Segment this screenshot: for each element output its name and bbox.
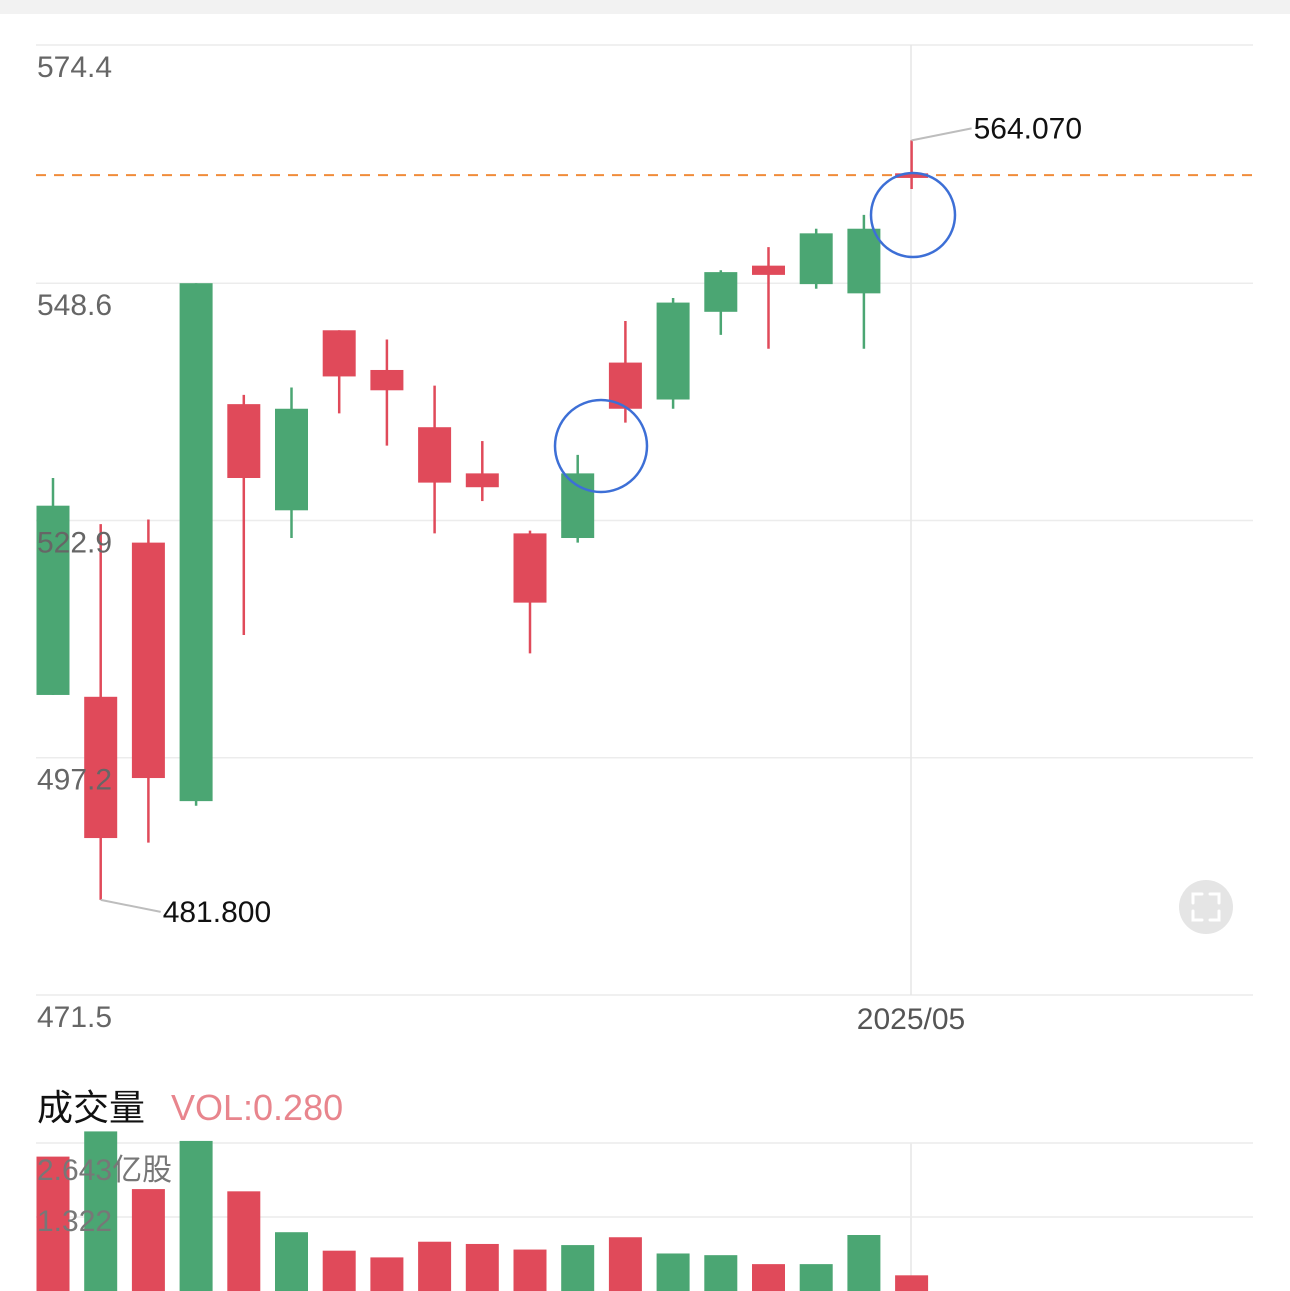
candle <box>418 385 452 534</box>
y-tick-label: 522.9 <box>37 526 112 559</box>
candle-body <box>370 369 404 391</box>
candle <box>656 297 690 409</box>
candle <box>847 214 881 349</box>
candle <box>513 530 547 654</box>
candle-body <box>179 283 213 802</box>
y-tick-label: 471.5 <box>37 1001 112 1034</box>
fullscreen-button[interactable] <box>1179 880 1233 934</box>
volume-title: 成交量 <box>37 1087 145 1128</box>
volume-bar <box>370 1257 404 1291</box>
candle-body <box>36 505 70 695</box>
y-tick-label: 497.2 <box>37 764 112 797</box>
volume-bar <box>465 1243 499 1291</box>
volume-bar <box>656 1253 690 1291</box>
fullscreen-icon <box>1191 892 1221 922</box>
candle-body <box>704 272 738 312</box>
min-label-leader <box>100 898 161 913</box>
candle-body <box>847 228 881 294</box>
x-axis-date-label: 2025/05 <box>857 1003 965 1036</box>
candle <box>704 270 738 335</box>
volume-y-tick-top: 2.643亿股 <box>37 1154 172 1187</box>
candle <box>275 387 308 539</box>
candle <box>131 519 165 843</box>
candle <box>465 441 499 502</box>
candle-body <box>131 542 165 779</box>
volume-bar <box>561 1245 595 1291</box>
candle <box>752 247 785 349</box>
volume-bar <box>131 1189 165 1291</box>
candle-body <box>752 265 785 275</box>
volume-bar <box>84 1131 118 1291</box>
volume-bar <box>704 1255 738 1291</box>
highlight-circle-2 <box>869 171 957 259</box>
candle-body <box>895 173 929 178</box>
candle-body <box>84 696 118 839</box>
candle-body <box>227 404 261 478</box>
candle <box>799 228 833 289</box>
volume-bar <box>275 1232 308 1291</box>
volume-bar <box>36 1156 70 1291</box>
y-tick-label: 548.6 <box>37 289 112 322</box>
candle <box>561 454 595 543</box>
volume-bar <box>322 1250 356 1291</box>
volume-bar <box>752 1264 785 1291</box>
candle-body <box>322 330 356 377</box>
candle-body <box>275 408 308 511</box>
candle-body <box>465 473 499 488</box>
volume-indicator: VOL:0.280 <box>171 1087 343 1128</box>
volume-bar <box>847 1235 881 1291</box>
candles <box>36 140 929 900</box>
y-tick-label: 574.4 <box>37 51 112 84</box>
candle <box>227 394 261 635</box>
highlight-circle-1 <box>553 398 649 494</box>
volume-grid-lines <box>36 1142 1253 1218</box>
volume-bar <box>799 1264 833 1291</box>
grid-lines <box>36 44 1253 996</box>
volume-bar <box>179 1140 213 1291</box>
candle <box>179 283 213 806</box>
max-price-label: 564.070 <box>974 112 1082 145</box>
candle-body <box>561 473 595 539</box>
volume-y-tick-mid: 1.322 <box>37 1205 112 1238</box>
candle <box>84 524 118 900</box>
candle-body <box>418 427 452 483</box>
candle-body <box>656 302 690 400</box>
volume-bar <box>608 1237 642 1291</box>
volume-bar <box>227 1191 261 1291</box>
volume-bar <box>895 1275 929 1291</box>
min-price-label: 481.800 <box>163 896 271 929</box>
candle <box>370 339 404 446</box>
top-bar <box>0 0 1290 14</box>
volume-bars <box>36 1131 929 1291</box>
candle <box>322 330 356 414</box>
candle <box>895 140 929 190</box>
volume-bar <box>418 1241 452 1291</box>
volume-bar <box>513 1249 547 1291</box>
y-axis-ticks: 574.4 548.6 522.9 497.2 471.5 <box>37 51 112 1034</box>
max-label-leader <box>911 127 972 142</box>
candle-body <box>799 233 833 285</box>
candle-body <box>513 533 547 603</box>
candle <box>36 477 70 695</box>
